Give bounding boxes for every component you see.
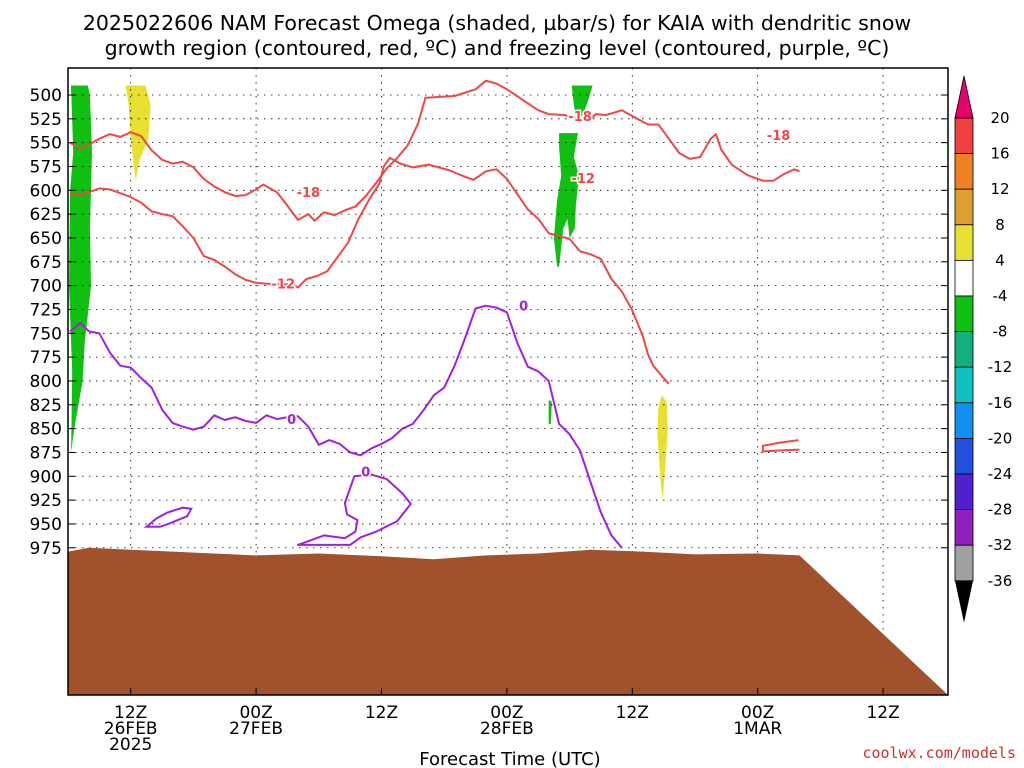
omega-region-positive-1 — [125, 85, 151, 181]
colorbar-swatch-6 — [954, 295, 974, 332]
y-axis: 500 525 550 575 600 625 650 675 700 725 750 775 800 8… — [30, 86, 948, 559]
dgz-contour-m12-1 — [70, 156, 670, 385]
y-tick-label-900: 900 — [30, 467, 62, 487]
dgz-contour-m18-0 — [69, 79, 800, 222]
y-tick-label-975: 975 — [30, 539, 62, 559]
colorbar-swatch-4 — [954, 224, 974, 261]
colorbar-label-4: 4 — [995, 251, 1005, 269]
omega-region-upper-right — [571, 85, 593, 122]
x-tick-label-6-0: 12Z — [866, 703, 899, 723]
y-tick-label-600: 600 — [30, 181, 62, 201]
y-tick-label-850: 850 — [30, 420, 62, 440]
omega-region-left-sliver — [71, 85, 76, 134]
dgz-contour-fragment — [761, 439, 800, 453]
dgz-contour-m18-0-label-1: -18 — [568, 110, 592, 125]
x-tick-label-0-2: 2025 — [109, 735, 152, 755]
y-tick-label-700: 700 — [30, 277, 62, 297]
colorbar-top-arrow-outline — [954, 75, 974, 119]
y-tick-label-650: 650 — [30, 229, 62, 249]
colorbar-swatch-13 — [954, 544, 974, 582]
terrain-surface — [68, 547, 948, 695]
y-tick-label-625: 625 — [30, 205, 62, 225]
omega-region-low — [548, 400, 552, 424]
dgz-contour-m12-1-label-0: -12 — [272, 278, 296, 293]
colorbar-label-11: -28 — [988, 501, 1013, 519]
y-tick-label-500: 500 — [30, 86, 62, 106]
chart-title: 2025022606 NAM Forecast Omega (shaded, µ… — [83, 11, 911, 60]
y-tick-label-750: 750 — [30, 324, 62, 344]
x-tick-label-1-0: 00Z — [239, 703, 272, 723]
dgz-contour-m12-1-label-1: -12 — [571, 172, 595, 187]
freezing-contour-loop — [143, 506, 193, 528]
omega-region-left — [69, 85, 92, 453]
colorbar-swatch-9 — [954, 402, 974, 439]
colorbar-label-12: -32 — [988, 536, 1013, 554]
x-tick-label-2-0: 12Z — [365, 703, 398, 723]
y-tick-label-675: 675 — [30, 253, 62, 273]
colorbar-bottom-arrow — [955, 580, 973, 623]
x-tick-label-5-0: 00Z — [741, 703, 774, 723]
colorbar-label-2: 12 — [990, 180, 1009, 198]
freezing-contour-1 — [296, 473, 412, 546]
x-tick-label-3-1: 28FEB — [480, 719, 534, 739]
colorbar-label-8: -16 — [988, 394, 1013, 412]
y-tick-label-825: 825 — [30, 396, 62, 416]
dgz-contour-m18-0-label-0: -18 — [297, 186, 321, 201]
colorbar-label-7: -12 — [988, 358, 1013, 376]
x-tick-label-4-0: 12Z — [616, 703, 649, 723]
colorbar-swatch-1 — [954, 117, 974, 154]
y-tick-label-775: 775 — [30, 348, 62, 368]
colorbar-label-5: -4 — [993, 287, 1008, 305]
colorbar-swatch-3 — [954, 188, 974, 226]
colorbar-label-13: -36 — [988, 572, 1013, 590]
colorbar-label-0: 20 — [990, 109, 1009, 127]
colorbar-label-3: 8 — [995, 216, 1005, 234]
colorbar-swatch-8 — [954, 366, 974, 404]
freezing-contour-1-label-0: 0 — [361, 466, 370, 481]
y-tick-label-800: 800 — [30, 372, 62, 392]
colorbar-swatch-11 — [954, 473, 974, 510]
freezing-contour-0-label-0: 0 — [287, 413, 296, 428]
colorbar-label-1: 16 — [990, 145, 1009, 163]
credit-text: coolwx.com/models — [862, 744, 1016, 762]
freezing-contour-0-label-1: 0 — [519, 300, 528, 315]
x-tick-label-5-1: 1MAR — [733, 719, 782, 739]
terrain-fill — [68, 547, 948, 695]
colorbar-swatch-5 — [954, 259, 974, 297]
x-tick-label-3-0: 00Z — [490, 703, 523, 723]
x-tick-label-0-0: 12Z — [114, 703, 147, 723]
y-tick-label-525: 525 — [30, 110, 62, 130]
y-tick-label-550: 550 — [30, 134, 62, 154]
y-tick-label-925: 925 — [30, 491, 62, 511]
x-tick-label-0-1: 26FEB — [104, 719, 158, 739]
colorbar-label-9: -20 — [988, 429, 1013, 447]
chart-title-line-1: 2025022606 NAM Forecast Omega (shaded, µ… — [83, 11, 911, 35]
colorbar-swatch-12 — [954, 509, 974, 546]
y-tick-label-575: 575 — [30, 157, 62, 177]
chart-title-line-2: growth region (contoured, red, ºC) and f… — [105, 36, 890, 60]
colorbar: 20 16 12 8 4 -4 -8 -12 -16 -20 -24 -28 -32 -36 — [954, 75, 1013, 623]
y-tick-label-725: 725 — [30, 300, 62, 320]
x-axis-title: Forecast Time (UTC) — [419, 749, 600, 768]
contours: -18 -18 -18 -12 -12 0 0 0 — [69, 79, 800, 549]
plot-frame — [67, 67, 949, 696]
y-tick-label-875: 875 — [30, 443, 62, 463]
colorbar-label-10: -24 — [988, 465, 1013, 483]
colorbar-swatch-7 — [954, 331, 974, 368]
colorbar-top-arrow — [955, 76, 973, 118]
omega-region-positive-2 — [657, 395, 668, 501]
colorbar-swatch-10 — [954, 437, 974, 475]
x-tick-label-1-1: 27FEB — [229, 719, 283, 739]
y-tick-label-950: 950 — [30, 515, 62, 535]
colorbar-swatch-2 — [954, 153, 974, 190]
colorbar-label-6: -8 — [993, 323, 1008, 341]
dgz-contour-m18-0-label-2: -18 — [767, 129, 791, 144]
freezing-contour-0 — [69, 304, 623, 549]
